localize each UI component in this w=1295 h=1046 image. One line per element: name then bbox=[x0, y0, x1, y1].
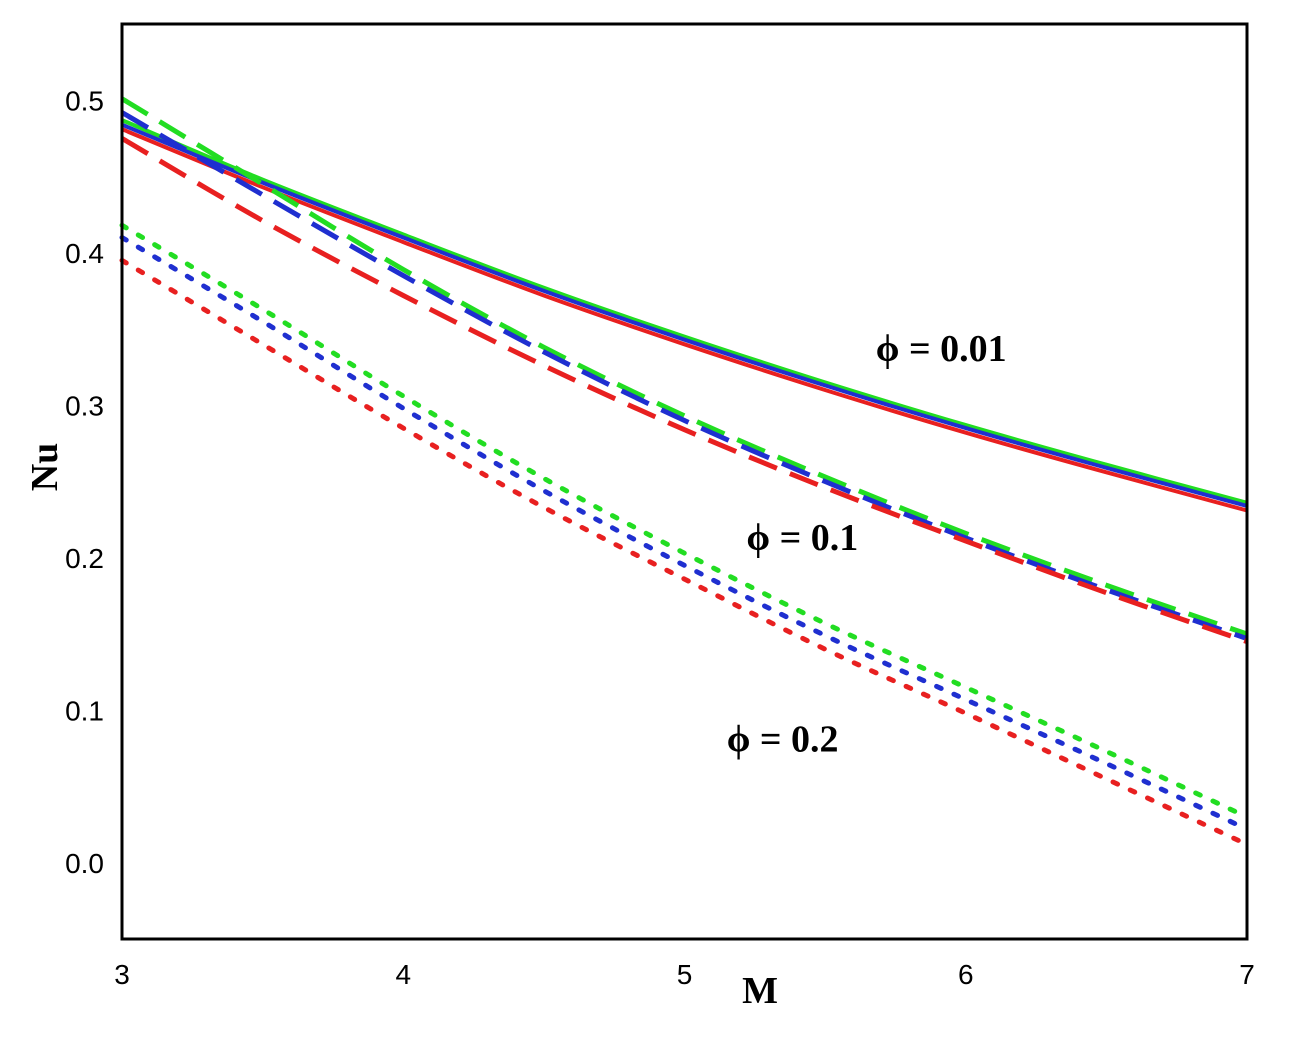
y-tick-labels: 0.0 0.1 0.2 0.3 0.4 0.5 bbox=[65, 85, 104, 879]
series-line-dashed-4 bbox=[120, 110, 1248, 641]
y-axis-title: Nu bbox=[24, 443, 66, 492]
x-tick-label: 4 bbox=[395, 959, 411, 990]
series-line-solid-0 bbox=[121, 118, 1248, 505]
y-tick-label: 0.1 bbox=[65, 695, 104, 726]
series-layer bbox=[119, 96, 1250, 847]
x-tick-label: 6 bbox=[958, 959, 974, 990]
series-line-dotted-6 bbox=[119, 222, 1250, 820]
x-tick-label: 7 bbox=[1239, 959, 1255, 990]
series-line-dotted-8 bbox=[119, 257, 1250, 847]
y-tick-label: 0.4 bbox=[65, 238, 104, 269]
series-line-solid-1 bbox=[121, 122, 1248, 508]
series-line-dotted-7 bbox=[119, 235, 1250, 832]
y-tick-label: 0.0 bbox=[65, 848, 104, 879]
x-tick-labels: 3 4 5 6 7 bbox=[114, 959, 1255, 990]
y-tick-label: 0.3 bbox=[65, 390, 104, 421]
annotation-label: ϕ = 0.1 bbox=[746, 517, 858, 559]
annotations: ϕ = 0.01 ϕ = 0.1 ϕ = 0.2 bbox=[727, 328, 1007, 760]
annotation-label: ϕ = 0.2 bbox=[727, 718, 839, 760]
x-axis-title: M bbox=[742, 970, 778, 1012]
y-tick-label: 0.5 bbox=[65, 85, 104, 116]
plot-frame bbox=[120, 22, 1249, 941]
x-tick-label: 3 bbox=[114, 959, 130, 990]
annotation-label: ϕ = 0.01 bbox=[876, 328, 1007, 370]
series-line-dashed-5 bbox=[120, 136, 1248, 644]
x-tick-label: 5 bbox=[677, 959, 693, 990]
series-line-solid-2 bbox=[121, 127, 1248, 513]
y-tick-label: 0.2 bbox=[65, 543, 104, 574]
